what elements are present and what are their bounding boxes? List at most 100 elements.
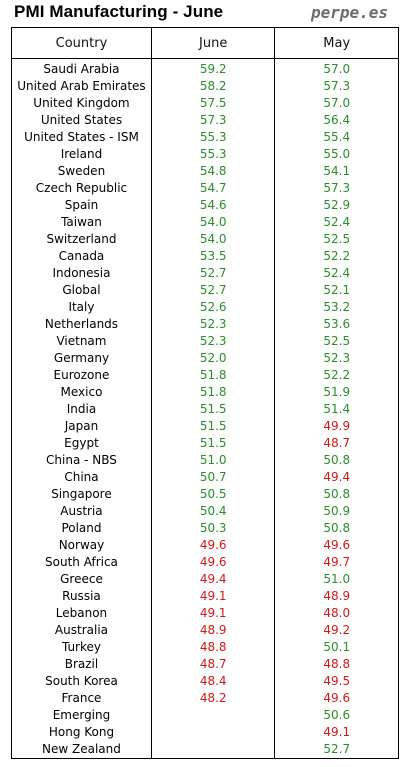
table-row: Poland 50.3 50.8 xyxy=(12,520,399,537)
may-value-cell: 48.8 xyxy=(274,656,399,673)
column-header-june: June xyxy=(150,27,275,59)
table-row: South Korea 48.4 49.5 xyxy=(12,673,399,690)
table-row: Ireland 55.3 55.0 xyxy=(12,146,399,163)
may-value-cell: 52.5 xyxy=(274,231,399,248)
country-cell: Lebanon xyxy=(55,606,108,620)
table-row: Vietnam 52.3 52.5 xyxy=(12,333,399,350)
may-value-cell: 52.2 xyxy=(274,367,399,384)
table-row: Russia 49.1 48.9 xyxy=(12,588,399,605)
table-row: Brazil 48.7 48.8 xyxy=(12,656,399,673)
country-cell: Ireland xyxy=(60,147,103,161)
country-cell: Switzerland xyxy=(46,232,117,246)
country-cell: Czech Republic xyxy=(35,181,128,195)
table-row: Eurozone 51.8 52.2 xyxy=(12,367,399,384)
table-row: Spain 54.6 52.9 xyxy=(12,197,399,214)
country-cell: China - NBS xyxy=(46,453,117,467)
may-value-cell: 57.0 xyxy=(274,95,399,112)
table-row: Global 52.7 52.1 xyxy=(12,282,399,299)
table-row: United States 57.3 56.4 xyxy=(12,112,399,129)
country-cell: New Zealand xyxy=(42,742,121,756)
country-cell: Australia xyxy=(54,623,109,637)
june-value-cell xyxy=(150,741,275,759)
header-row: Country June May xyxy=(11,27,399,59)
table-row: India 51.5 51.4 xyxy=(12,401,399,418)
brand-watermark: perpe.es xyxy=(310,3,388,22)
may-value-cell: 52.2 xyxy=(274,248,399,265)
country-cell: Italy xyxy=(68,300,95,314)
june-value-cell: 52.3 xyxy=(150,316,275,333)
may-value-cell: 53.2 xyxy=(274,299,399,316)
may-value-cell: 55.4 xyxy=(274,129,399,146)
table-row: United Kingdom 57.5 57.0 xyxy=(12,95,399,112)
table-row: United Arab Emirates 58.2 57.3 xyxy=(12,78,399,95)
june-value-cell: 50.3 xyxy=(150,520,275,537)
table-row: Saudi Arabia 59.2 57.0 xyxy=(12,58,399,78)
country-cell: United Kingdom xyxy=(33,96,130,110)
table-row: South Africa 49.6 49.7 xyxy=(12,554,399,571)
may-value-cell: 57.3 xyxy=(274,180,399,197)
may-value-cell: 55.0 xyxy=(274,146,399,163)
table-row: United States - ISM 55.3 55.4 xyxy=(12,129,399,146)
june-value-cell: 52.0 xyxy=(150,350,275,367)
may-value-cell: 54.1 xyxy=(274,163,399,180)
may-value-cell: 49.6 xyxy=(274,690,399,707)
country-cell: South Korea xyxy=(45,674,118,688)
may-value-cell: 56.4 xyxy=(274,112,399,129)
country-cell: Taiwan xyxy=(61,215,102,229)
may-value-cell: 57.0 xyxy=(274,58,399,78)
june-value-cell: 48.8 xyxy=(150,639,275,656)
country-cell: Poland xyxy=(61,521,102,535)
table-row: Norway 49.6 49.6 xyxy=(12,537,399,554)
may-value-cell: 52.1 xyxy=(274,282,399,299)
june-value-cell: 54.8 xyxy=(150,163,275,180)
june-value-cell: 54.0 xyxy=(150,214,275,231)
june-value-cell: 49.6 xyxy=(150,537,275,554)
table-row: Austria 50.4 50.9 xyxy=(12,503,399,520)
table-body: Saudi Arabia 59.2 57.0 United Arab Emirates… xyxy=(12,58,399,759)
table-row: China - NBS 51.0 50.8 xyxy=(12,452,399,469)
june-value-cell: 51.5 xyxy=(150,418,275,435)
table-row: Turkey 48.8 50.1 xyxy=(12,639,399,656)
may-value-cell: 49.6 xyxy=(274,537,399,554)
june-value-cell: 51.0 xyxy=(150,452,275,469)
table-row: Canada 53.5 52.2 xyxy=(12,248,399,265)
country-cell: Indonesia xyxy=(52,266,111,280)
table-row: Lebanon 49.1 48.0 xyxy=(12,605,399,622)
table-row: Taiwan 54.0 52.4 xyxy=(12,214,399,231)
june-value-cell: 49.4 xyxy=(150,571,275,588)
june-value-cell: 54.6 xyxy=(150,197,275,214)
june-value-cell: 58.2 xyxy=(150,78,275,95)
country-cell: Global xyxy=(62,283,101,297)
country-cell: Japan xyxy=(64,419,99,433)
country-cell: Saudi Arabia xyxy=(43,62,120,76)
june-value-cell: 52.7 xyxy=(150,282,275,299)
table-row: Greece 49.4 51.0 xyxy=(12,571,399,588)
june-value-cell: 51.5 xyxy=(150,435,275,452)
june-value-cell: 50.5 xyxy=(150,486,275,503)
table-row: Germany 52.0 52.3 xyxy=(12,350,399,367)
table-row: Hong Kong 49.1 xyxy=(12,724,399,741)
june-value-cell: 50.7 xyxy=(150,469,275,486)
june-value-cell: 54.7 xyxy=(150,180,275,197)
june-value-cell: 57.5 xyxy=(150,95,275,112)
june-value-cell: 48.9 xyxy=(150,622,275,639)
june-value-cell: 52.6 xyxy=(150,299,275,316)
june-value-cell: 55.3 xyxy=(150,146,275,163)
june-value-cell: 50.4 xyxy=(150,503,275,520)
country-cell: Emerging xyxy=(52,708,111,722)
table-row: Netherlands 52.3 53.6 xyxy=(12,316,399,333)
table-row: New Zealand 52.7 xyxy=(12,741,399,759)
june-value-cell: 48.2 xyxy=(150,690,275,707)
may-value-cell: 49.5 xyxy=(274,673,399,690)
table-row: Sweden 54.8 54.1 xyxy=(12,163,399,180)
june-value-cell: 49.1 xyxy=(150,605,275,622)
june-value-cell: 49.6 xyxy=(150,554,275,571)
may-value-cell: 52.4 xyxy=(274,265,399,282)
country-cell: Greece xyxy=(60,572,103,586)
june-value-cell xyxy=(150,724,275,741)
may-value-cell: 51.4 xyxy=(274,401,399,418)
may-value-cell: 49.7 xyxy=(274,554,399,571)
june-value-cell: 57.3 xyxy=(150,112,275,129)
country-cell: Norway xyxy=(58,538,105,552)
may-value-cell: 57.3 xyxy=(274,78,399,95)
